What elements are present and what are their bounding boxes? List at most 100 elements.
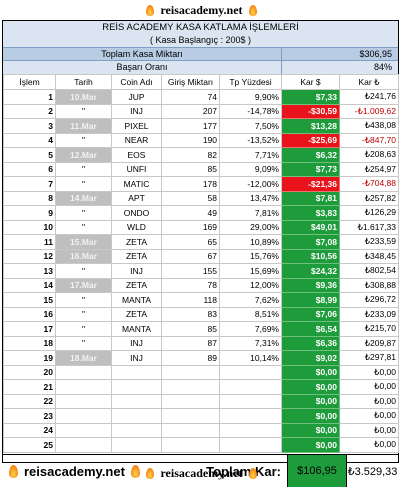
cell-coin: ZETA xyxy=(111,306,162,322)
table-row: 6 " UNFI 85 9,09% $7,73 ₺254,97 xyxy=(3,161,399,177)
cell-date xyxy=(55,408,112,424)
cell-profit-usd: $9,36 xyxy=(281,277,340,293)
cell-trade-number: 15 xyxy=(3,292,56,308)
cell-tp-percent: 7,69% xyxy=(219,321,282,337)
cell-tp-percent: 10,14% xyxy=(219,350,282,366)
cell-date xyxy=(55,437,112,453)
cell-tp-percent xyxy=(219,393,282,409)
cell-date: " xyxy=(55,161,112,177)
cell-date xyxy=(55,422,112,438)
cell-coin xyxy=(111,408,162,424)
cell-entry-amount: 169 xyxy=(161,219,220,235)
col-header-tp: Tp Yüzdesi xyxy=(219,74,282,90)
cell-profit-try: ₺254,97 xyxy=(339,161,399,177)
cell-entry-amount: 49 xyxy=(161,205,220,221)
table-row: 13 " INJ 155 15,69% $24,32 ₺802,54 xyxy=(3,263,399,279)
cell-date: 11.Mar xyxy=(55,118,112,134)
cell-profit-usd: $6,36 xyxy=(281,335,340,351)
cell-trade-number: 19 xyxy=(3,350,56,366)
total-profit-label: Toplam Kar: xyxy=(206,463,281,479)
cell-profit-try: ₺438,08 xyxy=(339,118,399,134)
sheet-title-block: REİS ACADEMY KASA KATLAMA İŞLEMLERİ ( Ka… xyxy=(3,21,398,47)
cell-trade-number: 22 xyxy=(3,393,56,409)
table-row: 14 17.Mar ZETA 78 12,00% $9,36 ₺308,88 xyxy=(3,277,399,293)
cell-trade-number: 11 xyxy=(3,234,56,250)
cell-tp-percent xyxy=(219,364,282,380)
cell-date: 10.Mar xyxy=(55,89,112,105)
flame-icon xyxy=(146,4,155,16)
cell-profit-try: ₺208,63 xyxy=(339,147,399,163)
cell-tp-percent: 13,47% xyxy=(219,190,282,206)
cell-coin xyxy=(111,437,162,453)
cell-entry-amount xyxy=(161,408,220,424)
cell-entry-amount xyxy=(161,437,220,453)
table-row: 1 10.Mar JUP 74 9,90% $7,33 ₺241,76 xyxy=(3,89,399,105)
cell-profit-try: -₺1.009,62 xyxy=(339,103,399,119)
cell-coin: APT xyxy=(111,190,162,206)
total-balance-label: Toplam Kasa Miktarı xyxy=(3,48,282,61)
cell-profit-usd: $0,00 xyxy=(281,422,340,438)
cell-trade-number: 3 xyxy=(3,118,56,134)
cell-profit-usd: $7,81 xyxy=(281,190,340,206)
table-row: 25 $0,00 ₺0,00 xyxy=(3,437,399,453)
cell-profit-usd: -$21,36 xyxy=(281,176,340,192)
footer-brand-text: reisacademy.net xyxy=(24,463,125,479)
footer-brand: reisacademy.net xyxy=(3,464,183,479)
cell-trade-number: 8 xyxy=(3,190,56,206)
cell-trade-number: 13 xyxy=(3,263,56,279)
cell-profit-try: ₺241,76 xyxy=(339,89,399,105)
cell-coin xyxy=(111,422,162,438)
cell-tp-percent: -14,78% xyxy=(219,103,282,119)
table-row: 18 " INJ 87 7,31% $6,36 ₺209,87 xyxy=(3,335,399,351)
table-row: 24 $0,00 ₺0,00 xyxy=(3,422,399,438)
cell-profit-try: ₺126,29 xyxy=(339,205,399,221)
cell-trade-number: 17 xyxy=(3,321,56,337)
cell-profit-try: ₺297,81 xyxy=(339,350,399,366)
cell-trade-number: 9 xyxy=(3,205,56,221)
cell-profit-usd: $0,00 xyxy=(281,379,340,395)
cell-profit-usd: $0,00 xyxy=(281,393,340,409)
cell-entry-amount: 85 xyxy=(161,321,220,337)
cell-trade-number: 14 xyxy=(3,277,56,293)
total-balance-value: $306,95 xyxy=(359,49,392,59)
success-rate-value: 84% xyxy=(373,62,392,72)
site-banner-text: reisacademy.net xyxy=(160,2,243,17)
table-row: 5 12.Mar EOS 82 7,71% $6,32 ₺208,63 xyxy=(3,147,399,163)
cell-profit-try: -₺704,88 xyxy=(339,176,399,192)
cell-tp-percent: -12,00% xyxy=(219,176,282,192)
cell-coin: INJ xyxy=(111,350,162,366)
cell-tp-percent: 9,09% xyxy=(219,161,282,177)
cell-profit-try: ₺0,00 xyxy=(339,393,399,409)
cell-trade-number: 7 xyxy=(3,176,56,192)
cell-date: " xyxy=(55,176,112,192)
table-row: 22 $0,00 ₺0,00 xyxy=(3,393,399,409)
cell-date xyxy=(55,364,112,380)
cell-profit-try: ₺296,72 xyxy=(339,292,399,308)
cell-coin xyxy=(111,364,162,380)
cell-date xyxy=(55,393,112,409)
table-row: 23 $0,00 ₺0,00 xyxy=(3,408,399,424)
table-header-row: İşlem Tarih Coin Adı Giriş Miktarı Tp Yü… xyxy=(3,74,399,90)
cell-entry-amount xyxy=(161,422,220,438)
cell-profit-usd: $7,08 xyxy=(281,234,340,250)
cell-profit-usd: $0,00 xyxy=(281,408,340,424)
sheet-title: REİS ACADEMY KASA KATLAMA İŞLEMLERİ xyxy=(102,22,299,33)
cell-entry-amount: 83 xyxy=(161,306,220,322)
cell-entry-amount: 82 xyxy=(161,147,220,163)
cell-coin: ZETA xyxy=(111,248,162,264)
cell-profit-try: ₺0,00 xyxy=(339,408,399,424)
cell-profit-usd: $3,83 xyxy=(281,205,340,221)
cell-date: 14.Mar xyxy=(55,190,112,206)
cell-tp-percent: 7,50% xyxy=(219,118,282,134)
col-header-islem: İşlem xyxy=(3,74,56,90)
table-row: 4 " NEAR 190 -13,52% -$25,69 -₺847,70 xyxy=(3,132,399,148)
cell-date xyxy=(55,379,112,395)
cell-coin: INJ xyxy=(111,103,162,119)
cell-entry-amount: 89 xyxy=(161,350,220,366)
cell-profit-usd: $0,00 xyxy=(281,364,340,380)
cell-entry-amount: 190 xyxy=(161,132,220,148)
table-row: 21 $0,00 ₺0,00 xyxy=(3,379,399,395)
col-header-tarih: Tarih xyxy=(55,74,112,90)
cell-profit-try: ₺215,70 xyxy=(339,321,399,337)
cell-coin: ONDO xyxy=(111,205,162,221)
